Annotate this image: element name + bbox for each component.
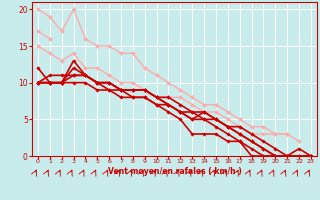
X-axis label: Vent moyen/en rafales ( km/h ): Vent moyen/en rafales ( km/h ) [108,167,241,176]
